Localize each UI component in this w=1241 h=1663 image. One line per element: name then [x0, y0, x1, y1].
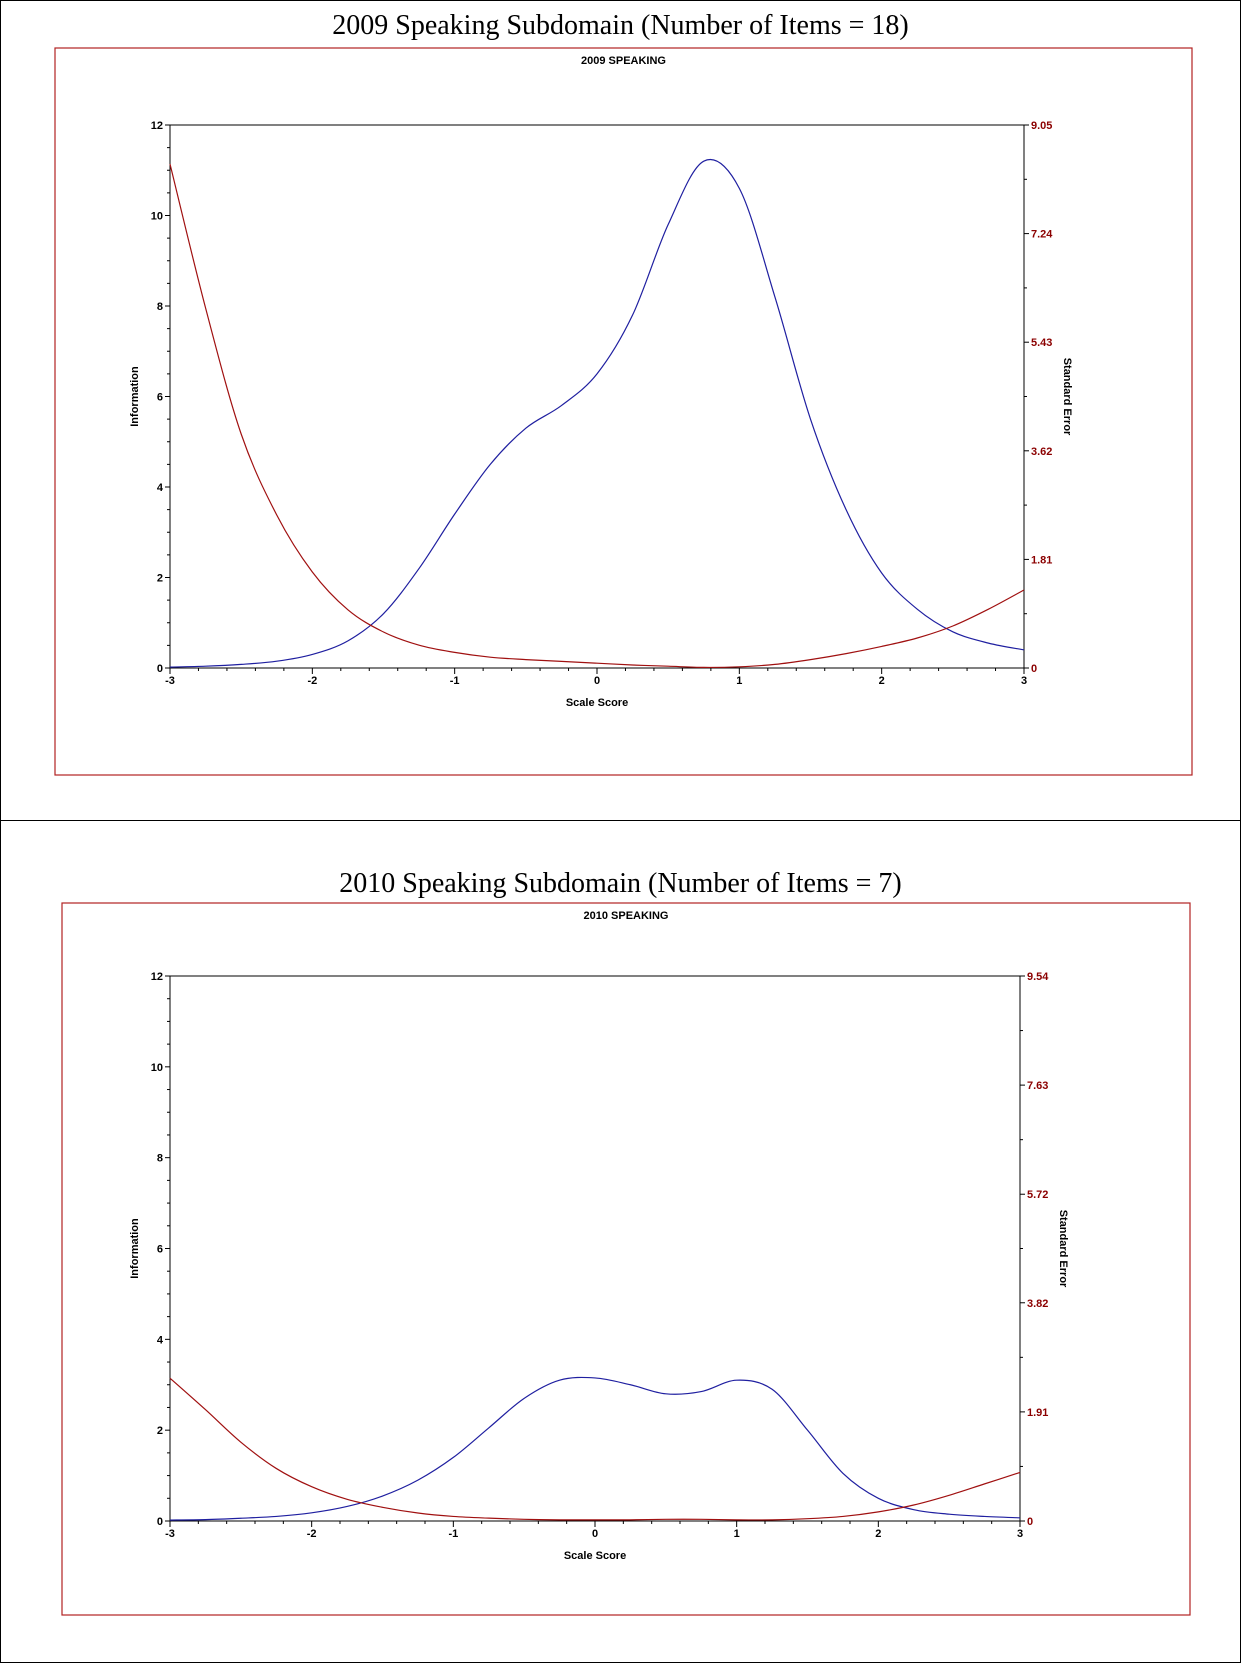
- y-right-tick-label: 1.81: [1031, 554, 1052, 566]
- y-left-tick-label: 2: [157, 1425, 163, 1437]
- information-curve: [169, 1376, 1021, 1521]
- x-tick-label: 2: [875, 1528, 881, 1540]
- x-tick-label: 3: [1021, 675, 1027, 687]
- chart-title: 2010 SPEAKING: [584, 910, 669, 922]
- x-tick-label: -3: [165, 675, 175, 687]
- y-right-tick-label: 3.62: [1031, 446, 1052, 458]
- panel-heading-2009: 2009 Speaking Subdomain (Number of Items…: [332, 10, 909, 41]
- chart-title: 2009 SPEAKING: [581, 55, 666, 67]
- y-left-axis-label: Information: [129, 1218, 141, 1279]
- x-tick-label: 2: [879, 675, 885, 687]
- y-right-axis-label: Standard Error: [1061, 358, 1073, 436]
- panel-divider: [1, 820, 1240, 821]
- y-left-tick-label: 10: [151, 211, 163, 223]
- x-tick-label: -2: [307, 675, 317, 687]
- y-left-tick-label: 4: [157, 1334, 164, 1346]
- y-left-tick-label: 12: [151, 120, 163, 132]
- y-left-tick-label: 2: [157, 573, 163, 585]
- y-right-tick-label: 3.82: [1027, 1298, 1048, 1310]
- y-right-tick-label: 1.91: [1027, 1407, 1048, 1419]
- y-left-tick-label: 0: [157, 1516, 163, 1528]
- x-tick-label: -3: [165, 1528, 175, 1540]
- y-left-tick-label: 0: [157, 663, 163, 675]
- y-right-tick-label: 9.05: [1031, 120, 1052, 132]
- x-axis-label: Scale Score: [564, 1550, 626, 1562]
- y-left-axis-label: Information: [129, 366, 141, 427]
- y-left-tick-label: 4: [157, 482, 164, 494]
- y-right-axis-label: Standard Error: [1057, 1210, 1069, 1288]
- y-right-tick-label: 5.43: [1031, 337, 1052, 349]
- standard-error-curve: [169, 1377, 1021, 1521]
- x-tick-label: 0: [594, 675, 600, 687]
- x-tick-label: -1: [448, 1528, 458, 1540]
- chart-frame: [54, 47, 1193, 776]
- chart-frame: [61, 902, 1191, 1616]
- information-curve: [169, 159, 1025, 668]
- y-right-tick-label: 9.54: [1027, 971, 1049, 983]
- x-axis-label: Scale Score: [566, 697, 628, 709]
- y-left-tick-label: 10: [151, 1062, 163, 1074]
- y-left-tick-label: 8: [157, 1153, 163, 1165]
- x-tick-label: 1: [736, 675, 742, 687]
- y-right-tick-label: 5.72: [1027, 1189, 1048, 1201]
- y-right-tick-label: 7.24: [1031, 229, 1053, 241]
- y-right-tick-label: 0: [1027, 1516, 1033, 1528]
- y-right-tick-label: 0: [1031, 663, 1037, 675]
- x-tick-label: 3: [1017, 1528, 1023, 1540]
- x-tick-label: -2: [307, 1528, 317, 1540]
- y-right-tick-label: 7.63: [1027, 1080, 1048, 1092]
- y-left-tick-label: 12: [151, 971, 163, 983]
- y-left-tick-label: 6: [157, 1244, 163, 1256]
- standard-error-curve: [169, 163, 1025, 669]
- x-tick-label: 1: [734, 1528, 740, 1540]
- y-left-tick-label: 6: [157, 392, 163, 404]
- x-tick-label: -1: [450, 675, 460, 687]
- panel-heading-2010: 2010 Speaking Subdomain (Number of Items…: [339, 868, 902, 899]
- y-left-tick-label: 8: [157, 301, 163, 313]
- x-tick-label: 0: [592, 1528, 598, 1540]
